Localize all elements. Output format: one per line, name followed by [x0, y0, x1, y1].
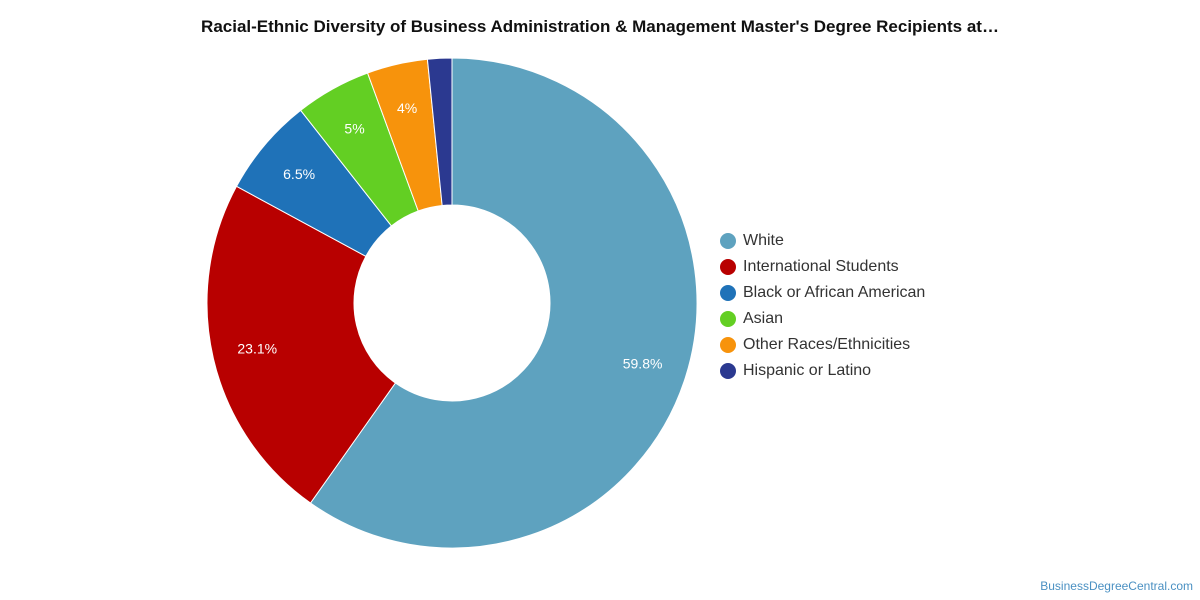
legend-label-asian: Asian: [743, 310, 784, 327]
legend-label-white: White: [743, 232, 784, 249]
legend-swatch-asian: [720, 311, 736, 327]
legend-item-asian[interactable]: Asian: [720, 306, 925, 332]
chart-legend: White International Students Black or Af…: [720, 228, 925, 384]
slice-label-other-races-ethnicities: 4%: [397, 100, 417, 116]
legend-label-black-or-african-american: Black or African American: [743, 284, 926, 301]
legend-label-international-students: International Students: [743, 258, 899, 275]
slice-label-asian: 5%: [344, 120, 364, 136]
chart-title: Racial-Ethnic Diversity of Business Admi…: [201, 17, 999, 36]
slice-label-black-or-african-american: 6.5%: [283, 166, 315, 182]
legend-label-other-races-ethnicities: Other Races/Ethnicities: [743, 336, 911, 353]
legend-swatch-white: [720, 233, 736, 249]
legend-label-hispanic-or-latino: Hispanic or Latino: [743, 362, 872, 379]
legend-swatch-other-races-ethnicities: [720, 337, 736, 353]
legend-item-other-races-ethnicities[interactable]: Other Races/Ethnicities: [720, 332, 925, 358]
legend-swatch-international-students: [720, 259, 736, 275]
slice-white[interactable]: [309, 57, 698, 549]
legend-swatch-black-or-african-american: [720, 285, 736, 301]
legend-item-black-or-african-american[interactable]: Black or African American: [720, 280, 925, 306]
slice-international-students[interactable]: [206, 185, 397, 504]
source-credit-link[interactable]: BusinessDegreeCentral.com: [1040, 579, 1193, 593]
slice-label-international-students: 23.1%: [237, 340, 277, 356]
legend-swatch-hispanic-or-latino: [720, 363, 736, 379]
slice-hispanic-or-latino[interactable]: [426, 57, 453, 207]
legend-item-hispanic-or-latino[interactable]: Hispanic or Latino: [720, 358, 925, 384]
slice-label-white: 59.8%: [623, 356, 663, 372]
legend-item-white[interactable]: White: [720, 228, 925, 254]
legend-item-international-students[interactable]: International Students: [720, 254, 925, 280]
